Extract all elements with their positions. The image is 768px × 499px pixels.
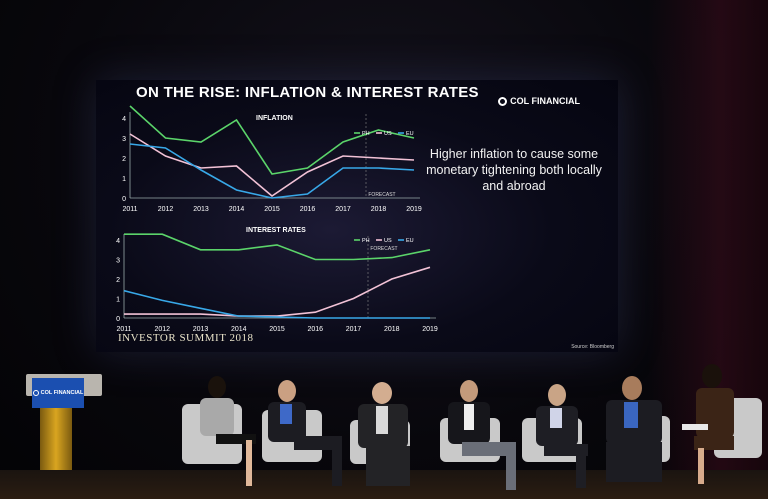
slide-brand-label: COL FINANCIAL [510, 96, 580, 106]
legend-label: US [384, 131, 392, 137]
moderator [682, 364, 748, 488]
x-tick-label: 2019 [406, 206, 422, 213]
x-tick-label: 2013 [193, 326, 209, 333]
x-tick-label: 2012 [158, 206, 174, 213]
forecast-label: FORECAST [370, 246, 397, 252]
panelist [530, 384, 592, 490]
series-line-eu [123, 289, 430, 319]
panelist [266, 380, 346, 490]
series-line-us [124, 266, 431, 317]
panelist [600, 376, 670, 490]
projection-screen: ON THE RISE: INFLATION & INTEREST RATES … [96, 80, 618, 352]
y-tick-label: 1 [116, 297, 120, 304]
podium-stand [40, 408, 72, 470]
y-tick-label: 4 [122, 116, 126, 123]
x-tick-label: 2014 [231, 326, 247, 333]
legend-label: EU [406, 238, 414, 244]
x-tick-label: 2018 [384, 326, 400, 333]
x-tick-label: 2015 [269, 326, 285, 333]
series-line-ph [129, 105, 415, 175]
legend-label: EU [406, 131, 414, 137]
col-logo-icon [32, 390, 39, 396]
podium-sign: COL FINANCIAL [32, 378, 84, 408]
podium-sign-label: COL FINANCIAL [40, 390, 84, 396]
y-tick-label: 4 [116, 238, 120, 245]
x-tick-label: 2019 [422, 326, 438, 333]
panelist [446, 380, 518, 492]
podium: COL FINANCIAL [26, 374, 102, 470]
panelist [196, 376, 256, 486]
x-tick-label: 2015 [264, 206, 280, 213]
legend-label: PH [362, 238, 370, 244]
slide-brand: COL FINANCIAL [498, 96, 580, 106]
y-tick-label: 1 [122, 176, 126, 183]
y-tick-label: 2 [116, 277, 120, 284]
event-name: INVESTOR SUMMIT 2018 [118, 332, 254, 344]
slide-title: ON THE RISE: INFLATION & INTEREST RATES [136, 84, 479, 101]
x-tick-label: 2012 [154, 326, 170, 333]
y-tick-label: 0 [116, 316, 120, 323]
y-tick-label: 0 [122, 196, 126, 203]
legend-label: PH [362, 131, 370, 137]
series-line-us [129, 133, 415, 198]
x-tick-label: 2013 [193, 206, 209, 213]
series-line-ph [124, 233, 431, 261]
series-line-eu [129, 143, 415, 199]
x-tick-label: 2016 [307, 326, 323, 333]
x-tick-label: 2017 [335, 206, 351, 213]
x-tick-label: 2011 [116, 326, 131, 333]
y-tick-label: 3 [116, 258, 120, 265]
panelist [354, 382, 424, 492]
chart-source: Source: Bloomberg [571, 344, 614, 350]
y-tick-label: 2 [122, 156, 126, 163]
chart-title: INFLATION [256, 115, 293, 122]
chart-title: INTEREST RATES [246, 227, 306, 234]
col-logo-icon [498, 96, 508, 106]
y-tick-label: 3 [122, 136, 126, 143]
x-tick-label: 2016 [300, 206, 316, 213]
legend-label: US [384, 238, 392, 244]
x-tick-label: 2011 [122, 206, 137, 213]
x-tick-label: 2018 [371, 206, 387, 213]
x-tick-label: 2014 [229, 206, 245, 213]
forecast-label: FORECAST [368, 192, 395, 198]
slide-callout: Higher inflation to cause some monetary … [426, 147, 602, 193]
x-tick-label: 2017 [346, 326, 362, 333]
